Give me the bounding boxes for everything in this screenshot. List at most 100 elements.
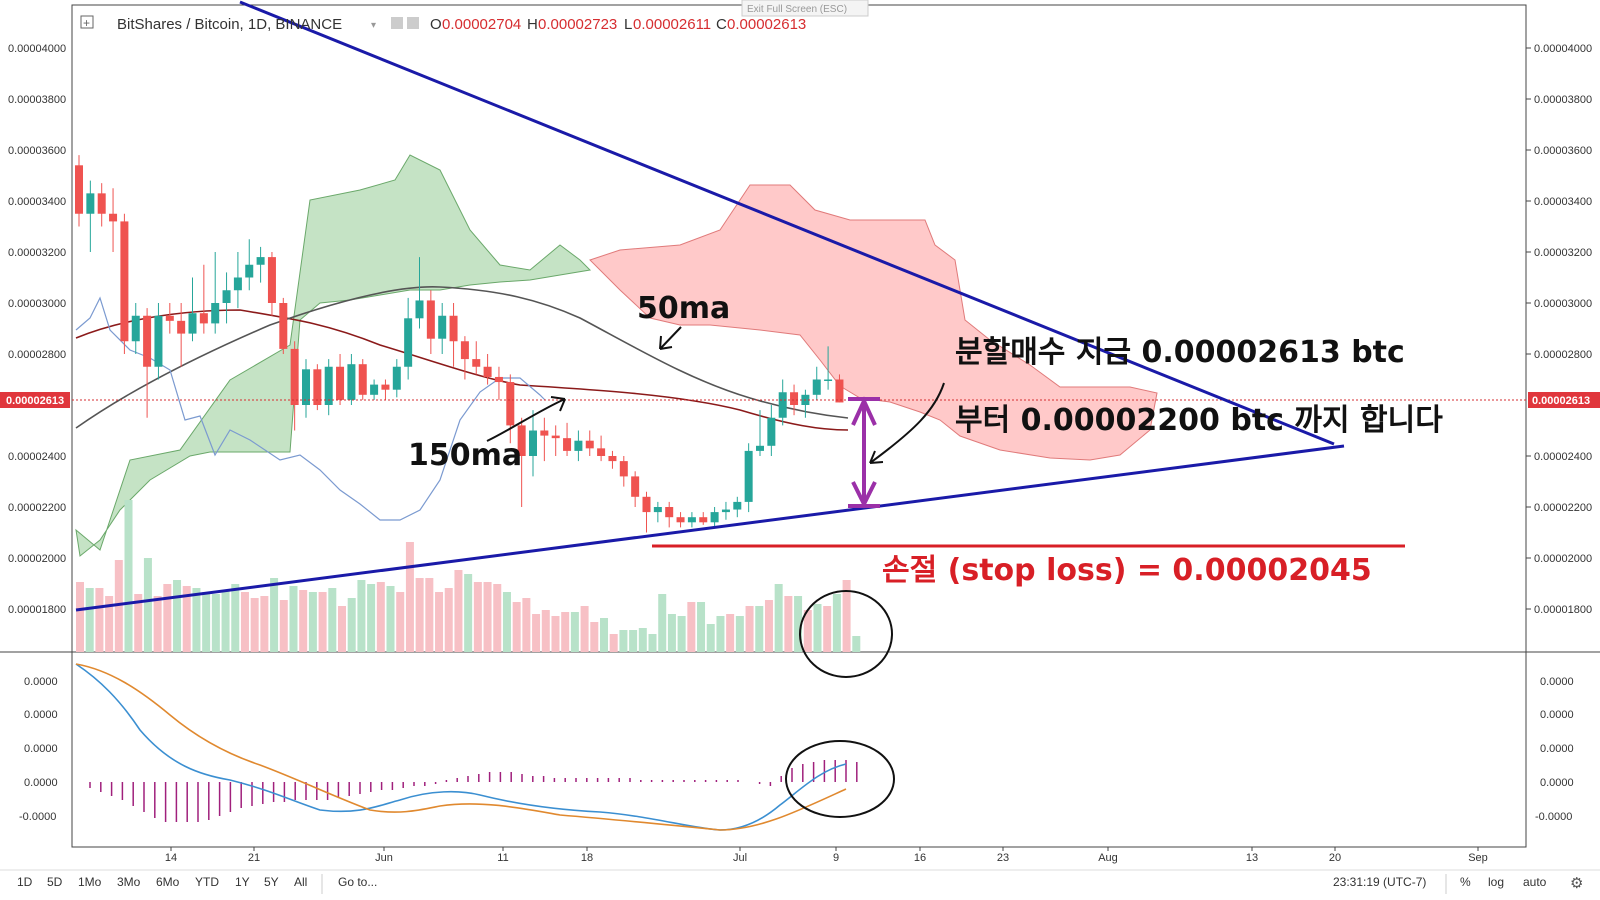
- volume-bar: [842, 580, 851, 652]
- volume-bar: [270, 578, 279, 652]
- settings-gear-icon[interactable]: ⚙: [1570, 874, 1583, 892]
- candle-body: [687, 517, 696, 523]
- volume-bar: [570, 612, 579, 652]
- volume-circle: [799, 590, 893, 678]
- exit-fullscreen-button[interactable]: [741, 0, 869, 17]
- candle-body: [438, 315, 447, 339]
- candle-body: [631, 476, 640, 497]
- y-tick-left: 0.00003200: [8, 247, 66, 259]
- range-5d[interactable]: 5D: [47, 875, 63, 889]
- candle-body: [302, 369, 310, 405]
- y-tick-left: 0.00002000: [8, 553, 66, 565]
- high-label: H: [527, 16, 538, 33]
- volume-bar: [124, 500, 133, 652]
- kumo-bullish: [75, 154, 592, 557]
- goto-button[interactable]: Go to...: [338, 875, 377, 889]
- ichimoku-cloud: [75, 154, 1158, 557]
- volume-bar: [512, 602, 521, 652]
- volume-bar: [803, 610, 812, 652]
- volume-bar: [706, 624, 715, 652]
- volume-bar: [609, 634, 618, 652]
- candle-body: [835, 379, 844, 403]
- candle-body: [733, 501, 742, 510]
- osc-tick-right: 0.0000: [1540, 743, 1574, 755]
- candle-body: [449, 315, 458, 342]
- current-price-tag-right: [1528, 392, 1600, 408]
- indicator-visibility-icon[interactable]: [407, 17, 419, 29]
- volume-bar: [202, 592, 211, 652]
- candle-body: [143, 315, 152, 367]
- volume-bar: [667, 614, 676, 652]
- range-1d[interactable]: 1D: [17, 875, 33, 889]
- volume-bar: [580, 606, 589, 652]
- candle-body: [75, 165, 83, 214]
- volume-bar: [832, 594, 841, 652]
- expand-icon[interactable]: [80, 15, 94, 29]
- range-3mo[interactable]: 3Mo: [117, 875, 141, 889]
- y-tick-right: 0.00003800: [1534, 94, 1592, 106]
- volume-bar: [76, 582, 84, 652]
- osc-tick-left: 0.0000: [24, 709, 58, 721]
- range-ytd[interactable]: YTD: [195, 875, 219, 889]
- volume-bar: [813, 604, 822, 652]
- volume-bar: [444, 588, 453, 652]
- candle-body: [392, 366, 401, 390]
- candle-body: [608, 456, 617, 462]
- volume-bar: [619, 630, 628, 652]
- range-all[interactable]: All: [294, 875, 307, 889]
- volume-bar: [638, 628, 647, 652]
- candle-body: [517, 425, 526, 456]
- symbol-title[interactable]: BitShares / Bitcoin, 1D, BINANCE: [117, 16, 342, 33]
- candle-body: [721, 509, 730, 513]
- range-1y[interactable]: 1Y: [235, 875, 250, 889]
- auto-scale-toggle[interactable]: auto: [1523, 875, 1547, 889]
- x-tick: Jul: [733, 852, 747, 864]
- candle-body: [494, 376, 503, 383]
- volume-bar: [561, 612, 570, 652]
- volume-bar: [415, 578, 424, 652]
- candle-body: [778, 392, 787, 418]
- y-tick-left: 0.00003400: [8, 196, 66, 208]
- candle-body: [313, 369, 322, 405]
- kumo-bearish: [589, 184, 1158, 461]
- volume-bar: [279, 600, 288, 652]
- y-tick-right: 0.00001800: [1534, 604, 1592, 616]
- volume-bar: [396, 592, 405, 652]
- volume-bars: [76, 500, 861, 652]
- ma150-annotation: 150ma: [408, 438, 522, 473]
- candle-body: [597, 448, 606, 456]
- y-tick-right: 0.00002800: [1534, 349, 1592, 361]
- y-tick-left: 0.00003600: [8, 145, 66, 157]
- volume-bar: [464, 574, 473, 652]
- volume-bar: [192, 588, 201, 652]
- indicator-settings-icon[interactable]: [391, 17, 403, 29]
- symbol-dropdown-icon[interactable]: ▾: [371, 20, 376, 31]
- volume-bar: [347, 598, 356, 652]
- candle-body: [233, 277, 242, 291]
- y-tick-right: 0.00003000: [1534, 298, 1592, 310]
- percent-scale-toggle[interactable]: %: [1460, 875, 1471, 889]
- log-scale-toggle[interactable]: log: [1488, 875, 1504, 889]
- candle-body: [551, 435, 560, 439]
- volume-bar: [483, 582, 492, 652]
- current-price-label-right: 0.00002613: [1532, 395, 1590, 407]
- y-tick-right: 0.00003200: [1534, 247, 1592, 259]
- range-6mo[interactable]: 6Mo: [156, 875, 180, 889]
- volume-bar: [600, 618, 608, 652]
- y-tick-right: 0.00002000: [1534, 553, 1592, 565]
- range-5y[interactable]: 5Y: [264, 875, 279, 889]
- candle-body: [358, 364, 367, 395]
- moving-averages: [75, 286, 849, 521]
- x-tick: 11: [497, 852, 508, 864]
- candle-body: [642, 496, 651, 513]
- osc-tick-right: -0.0000: [1535, 811, 1572, 823]
- candle-body: [109, 213, 118, 222]
- volume-bar: [425, 578, 434, 652]
- candle-body: [188, 313, 197, 334]
- range-1mo[interactable]: 1Mo: [78, 875, 102, 889]
- y-tick-left: 0.00004000: [8, 43, 66, 55]
- volume-bar: [454, 570, 463, 652]
- volume-bar: [95, 588, 104, 652]
